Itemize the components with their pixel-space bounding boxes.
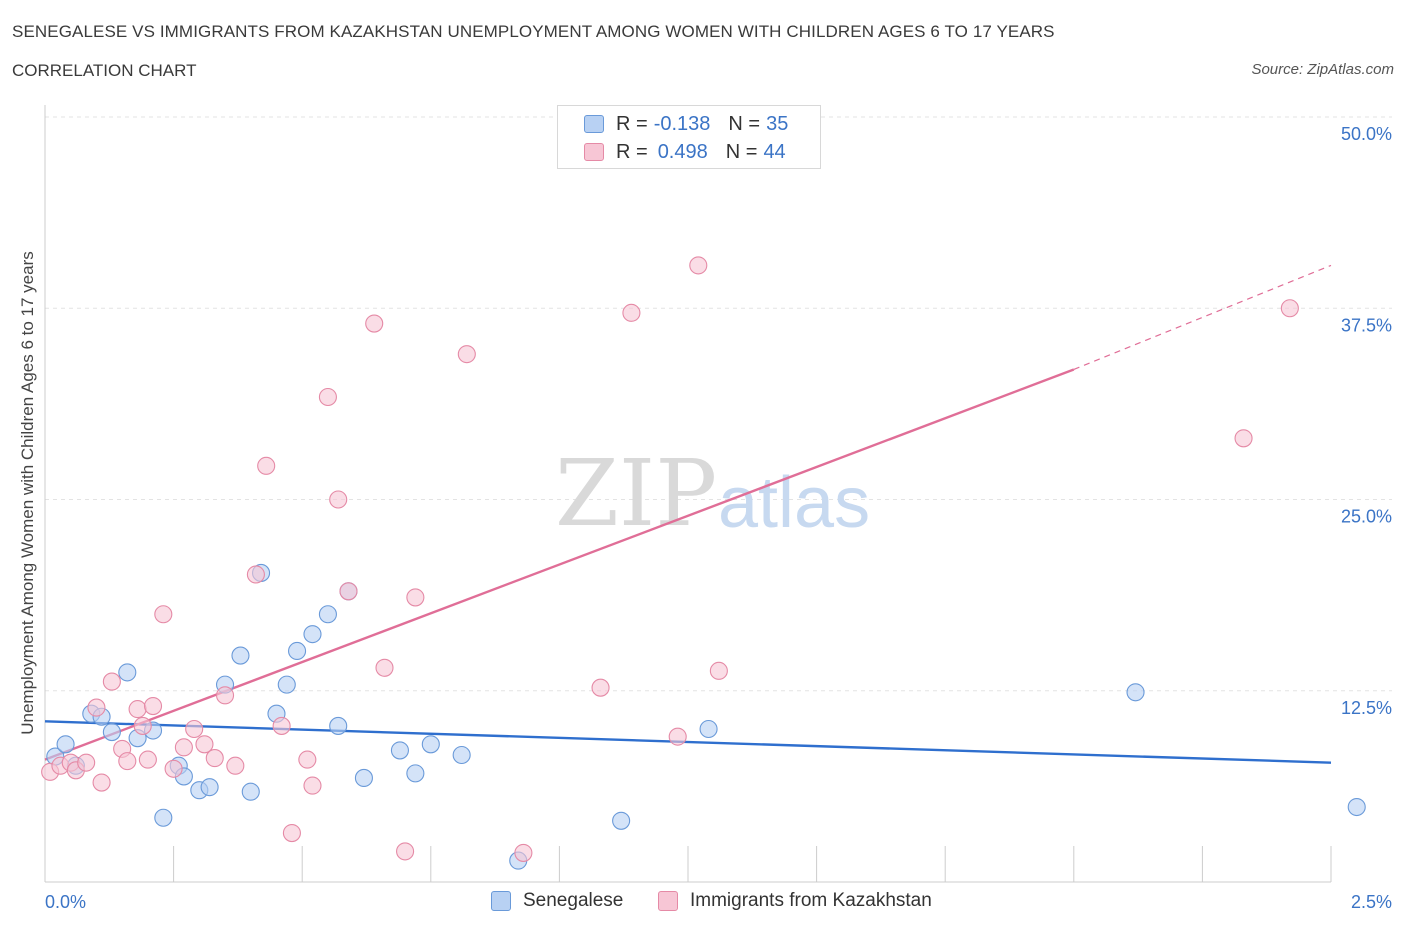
point-senegalese (1347, 797, 1366, 817)
point-senegalese (354, 768, 373, 788)
point-kazakhstan (1234, 429, 1253, 448)
y-tick-label: 12.5% (1341, 698, 1392, 718)
legend-r-value: -0.138 (653, 112, 711, 135)
legend-row-kazakhstan: R = 0.498 N = 44 (584, 140, 786, 164)
point-kazakhstan (138, 750, 157, 769)
point-senegalese (118, 663, 137, 682)
point-kazakhstan (128, 700, 147, 719)
trend-line-kazakhstan-extension (1073, 264, 1332, 371)
bottom-legend-senegalese: Senegalese (491, 890, 623, 912)
point-kazakhstan (329, 490, 348, 509)
point-kazakhstan (87, 698, 106, 717)
point-kazakhstan (246, 565, 265, 584)
trend-line-senegalese (44, 720, 1332, 764)
point-senegalese (699, 719, 718, 739)
watermark: ZIP atlas (555, 440, 870, 547)
point-senegalese (303, 625, 322, 644)
y-tick-label: 37.5% (1341, 315, 1392, 335)
bottom-legend-label-kazakhstan: Immigrants from Kazakhstan (690, 890, 932, 911)
point-kazakhstan (1280, 299, 1299, 318)
bottom-legend-swatch-kazakhstan (658, 891, 678, 911)
chart-subtitle: CORRELATION CHART (12, 61, 197, 80)
point-kazakhstan (514, 843, 533, 862)
point-kazakhstan (298, 750, 317, 769)
legend-swatch-senegalese (584, 115, 604, 133)
watermark-zip: ZIP (555, 440, 717, 547)
chart-title: SENEGALESE VS IMMIGRANTS FROM KAZAKHSTAN… (12, 22, 1055, 41)
point-kazakhstan (689, 256, 708, 275)
point-kazakhstan (365, 314, 384, 333)
point-senegalese (288, 641, 307, 661)
y-tick-label: 50.0% (1341, 124, 1392, 144)
point-kazakhstan (375, 658, 394, 677)
bottom-legend-label-senegalese: Senegalese (523, 890, 624, 911)
point-kazakhstan (303, 776, 322, 795)
point-kazakhstan (102, 672, 121, 691)
x-tick-label: 2.5% (1351, 892, 1392, 912)
point-kazakhstan (215, 686, 235, 705)
point-senegalese (452, 745, 471, 765)
point-kazakhstan (195, 735, 214, 754)
point-senegalese (1126, 683, 1145, 702)
point-kazakhstan (282, 823, 301, 843)
tick-labels: 12.5% 25.0% 37.5% 50.0% 0.0% 2.5% (45, 124, 1392, 912)
point-kazakhstan (174, 738, 193, 757)
y-axis-label: Unemployment Among Women with Children A… (18, 251, 37, 735)
legend-n-label: N = (728, 112, 761, 135)
point-senegalese (390, 741, 409, 760)
trend-line-kazakhstan (44, 368, 1075, 761)
correlation-legend: R = -0.138 N = 35 R = 0.498 N = 44 (557, 105, 821, 169)
legend-n-value: 35 (766, 112, 789, 135)
point-senegalese (421, 735, 440, 754)
point-senegalese (329, 716, 348, 735)
point-senegalese (318, 605, 337, 624)
legend-r-value: 0.498 (657, 140, 708, 163)
point-kazakhstan (668, 727, 687, 746)
point-kazakhstan (457, 345, 476, 364)
point-senegalese (231, 646, 250, 665)
point-kazakhstan (318, 387, 337, 407)
point-kazakhstan (185, 719, 204, 739)
point-senegalese (406, 764, 425, 783)
point-kazakhstan (406, 588, 425, 607)
point-kazakhstan (396, 842, 415, 861)
point-kazakhstan (92, 773, 111, 792)
axes (44, 105, 1332, 883)
point-kazakhstan (77, 753, 96, 772)
point-kazakhstan (272, 716, 291, 735)
point-kazakhstan (205, 749, 224, 768)
point-senegalese (200, 778, 219, 797)
point-senegalese (56, 735, 75, 754)
point-senegalese (102, 723, 121, 742)
point-senegalese (277, 675, 296, 694)
bottom-legend-swatch-senegalese (491, 891, 511, 911)
point-senegalese (241, 782, 260, 801)
point-kazakhstan (709, 661, 728, 680)
point-kazakhstan (154, 605, 173, 624)
point-senegalese (612, 811, 631, 830)
x-tick-label: 0.0% (45, 892, 86, 912)
point-kazakhstan (164, 759, 183, 778)
legend-r-label: R = (616, 140, 648, 163)
point-kazakhstan (143, 696, 163, 716)
legend-row-senegalese: R = -0.138 N = 35 (584, 112, 788, 136)
source-label: Source: ZipAtlas.com (1251, 61, 1394, 78)
point-kazakhstan (339, 582, 358, 601)
point-senegalese (154, 808, 173, 827)
legend-r-label: R = (616, 112, 648, 135)
point-kazakhstan (591, 678, 610, 697)
legend-n-label: N = (725, 140, 758, 163)
point-kazakhstan (226, 756, 245, 775)
point-kazakhstan (133, 716, 152, 735)
legend-swatch-kazakhstan (584, 143, 604, 161)
bottom-legend-kazakhstan: Immigrants from Kazakhstan (658, 890, 932, 912)
gridlines (45, 116, 1392, 692)
point-kazakhstan (622, 303, 641, 322)
data-points (41, 256, 1366, 870)
legend-n-value: 44 (763, 140, 786, 163)
point-kazakhstan (118, 752, 137, 771)
point-kazakhstan (257, 456, 276, 475)
y-tick-label: 25.0% (1341, 507, 1392, 527)
